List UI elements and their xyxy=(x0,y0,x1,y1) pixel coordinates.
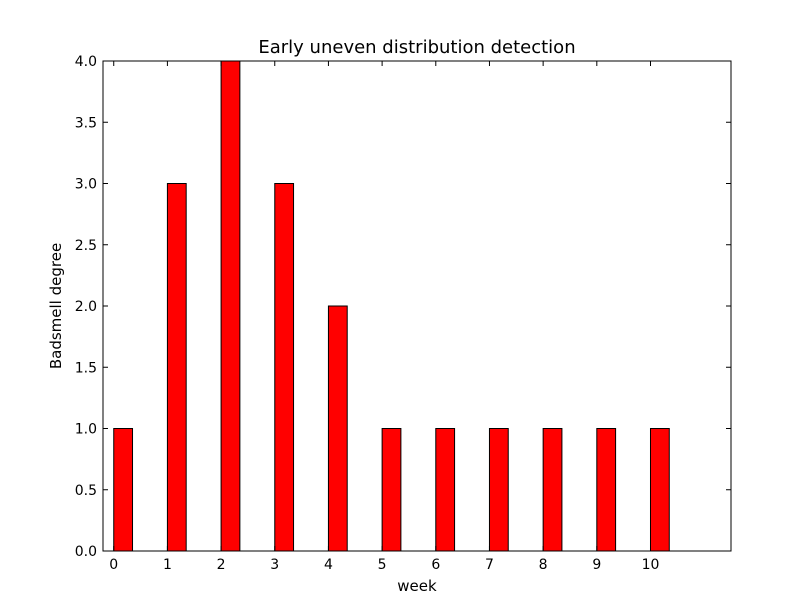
x-tick-label: 8 xyxy=(539,557,548,573)
x-tick-label: 4 xyxy=(324,557,333,573)
x-tick-label: 3 xyxy=(270,557,279,573)
y-tick-label: 2.5 xyxy=(75,238,97,254)
y-tick-label: 0.5 xyxy=(75,483,97,499)
bar-week-0 xyxy=(113,428,134,552)
x-tick-label: 7 xyxy=(485,557,494,573)
y-axis-label: Badsmell degree xyxy=(47,243,65,369)
x-tick-label: 10 xyxy=(642,557,660,573)
bar-week-5 xyxy=(381,428,402,552)
y-tick-label: 3.5 xyxy=(75,115,97,131)
x-tick-label: 9 xyxy=(592,557,601,573)
bar-week-6 xyxy=(435,428,456,552)
x-tick-label: 1 xyxy=(163,557,172,573)
y-tick-label: 4.0 xyxy=(75,54,97,70)
y-tick-label: 1.0 xyxy=(75,422,97,438)
bar-week-9 xyxy=(596,428,617,552)
chart-title: Early uneven distribution detection xyxy=(258,37,575,58)
plot-frame xyxy=(102,60,732,552)
x-tick-label: 0 xyxy=(109,557,118,573)
bar-week-10 xyxy=(649,428,670,552)
bar-week-8 xyxy=(542,428,563,552)
bar-week-4 xyxy=(327,305,348,552)
x-tick-label: 6 xyxy=(431,557,440,573)
bar-week-2 xyxy=(220,60,241,552)
tick-labels: 0 1 2 3 4 5 6 7 8 9 10 0.0 0.5 1.0 1.5 2.0 2.5 3.0 3.5 4.0 xyxy=(75,54,660,573)
x-tick-label: 2 xyxy=(217,557,226,573)
y-tick-label: 2.0 xyxy=(75,299,97,315)
bar-week-1 xyxy=(166,183,187,552)
bar-week-7 xyxy=(488,428,509,552)
bars xyxy=(113,60,670,552)
y-tick-label: 3.0 xyxy=(75,177,97,193)
x-tick-label: 5 xyxy=(378,557,387,573)
bar-week-3 xyxy=(274,183,295,552)
y-tick-label: 1.5 xyxy=(75,360,97,376)
y-tick-label: 0.0 xyxy=(75,544,97,560)
x-axis-label: week xyxy=(397,577,437,595)
